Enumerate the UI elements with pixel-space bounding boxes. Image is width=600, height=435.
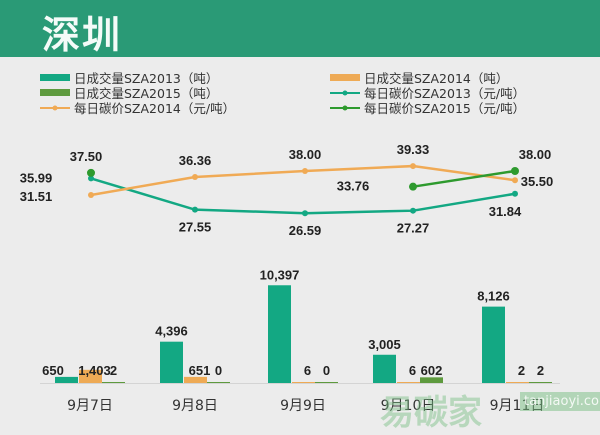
price-point	[512, 190, 518, 197]
price-point	[302, 210, 308, 217]
volume-label: 1,403	[78, 363, 111, 378]
volume-label: 651	[189, 363, 211, 378]
legend-label: 日成交量SZA2014（吨）	[364, 71, 508, 86]
legend-label: 日成交量SZA2013（吨）	[74, 71, 218, 86]
price-label: 26.59	[289, 223, 322, 238]
price-point	[511, 166, 519, 175]
volume-label: 4,396	[155, 324, 188, 339]
header-bar: 深圳	[0, 0, 600, 57]
legend-swatch	[40, 74, 70, 81]
x-tick-label: 9月7日	[67, 398, 113, 414]
legend-marker	[52, 105, 58, 111]
price-point	[512, 177, 518, 184]
price-label: 39.33	[397, 142, 430, 157]
price-label: 27.27	[397, 221, 430, 236]
volume-label: 6	[304, 363, 311, 378]
legend-marker	[342, 90, 348, 96]
price-label: 38.00	[289, 147, 322, 162]
price-line	[412, 169, 516, 188]
price-point	[87, 168, 95, 177]
legend-label: 每日碳价SZA2013（元/吨）	[364, 86, 525, 101]
volume-bar	[79, 369, 102, 383]
legend-swatch	[40, 89, 70, 96]
legend-label: 每日碳价SZA2015（元/吨）	[364, 101, 525, 116]
price-point	[88, 175, 94, 182]
legend-swatch	[330, 74, 360, 81]
watermark-logo: 易碳家	[380, 393, 482, 433]
price-label: 36.36	[179, 153, 212, 168]
volume-label: 3,005	[368, 337, 401, 352]
price-point	[410, 207, 416, 214]
volume-bar	[373, 354, 396, 383]
volume-bar	[397, 382, 420, 383]
price-label: 35.99	[20, 170, 53, 185]
legend-marker	[342, 105, 348, 111]
price-point	[410, 163, 416, 170]
volume-label: 2	[537, 363, 544, 378]
price-point	[192, 206, 198, 213]
volume-bar	[315, 382, 338, 383]
volume-bar	[420, 377, 443, 383]
watermark-site: tanjiaoyi.com	[520, 392, 600, 411]
volume-bar	[268, 285, 291, 383]
volume-label: 0	[323, 363, 330, 378]
price-point	[88, 192, 94, 198]
price-label: 27.55	[179, 220, 212, 235]
x-tick-label: 9月10日	[381, 398, 436, 414]
price-label: 33.76	[337, 179, 370, 194]
volume-label: 0	[215, 363, 222, 378]
price-point	[409, 182, 417, 191]
page-title: 深圳	[42, 13, 123, 57]
volume-label: 10,397	[260, 267, 300, 282]
volume-bar	[160, 341, 183, 383]
x-tick-label: 9月9日	[280, 398, 326, 414]
price-label: 31.51	[20, 189, 53, 204]
volume-label: 2	[518, 363, 525, 378]
volume-label: 650	[42, 363, 64, 378]
volume-label: 8,126	[477, 289, 510, 304]
price-point	[302, 167, 308, 174]
volume-bar	[207, 382, 230, 383]
volume-bar	[292, 382, 315, 383]
volume-label: 602	[421, 363, 443, 378]
volume-label: 2	[110, 363, 117, 378]
volume-bar	[506, 382, 529, 383]
legend-label: 日成交量SZA2015（吨）	[74, 86, 218, 101]
volume-bar	[102, 382, 125, 383]
price-label: 31.84	[489, 204, 522, 219]
volume-bar	[482, 306, 505, 383]
price-label: 35.50	[521, 174, 554, 189]
legend-label: 每日碳价SZA2014（元/吨）	[74, 101, 235, 116]
volume-bar	[529, 382, 552, 383]
price-label: 38.00	[519, 147, 552, 162]
volume-bar	[55, 376, 78, 383]
volume-bar	[184, 376, 207, 383]
price-point	[192, 174, 198, 181]
volume-label: 6	[409, 363, 416, 378]
x-tick-label: 9月8日	[172, 398, 218, 414]
price-label: 37.50	[70, 149, 103, 164]
